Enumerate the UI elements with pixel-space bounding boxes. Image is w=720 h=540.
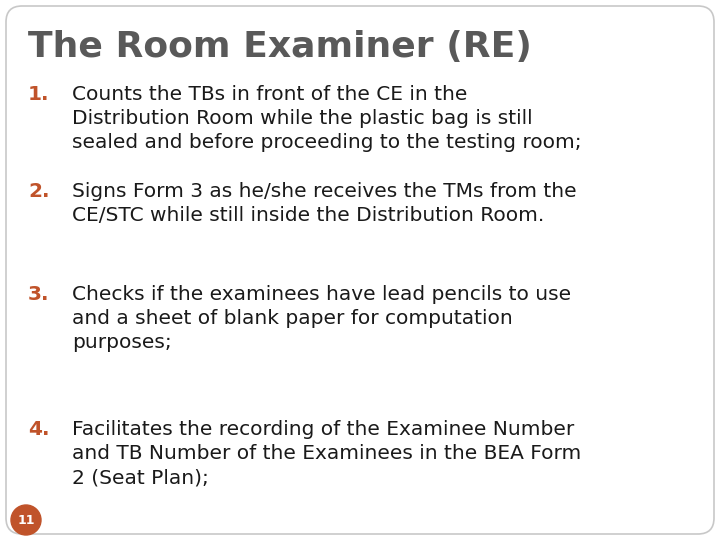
Text: Checks if the examinees have lead pencils to use
and a sheet of blank paper for : Checks if the examinees have lead pencil… — [72, 285, 571, 353]
Circle shape — [11, 505, 41, 535]
Text: 2.: 2. — [28, 182, 50, 201]
Text: 11: 11 — [17, 514, 35, 526]
Text: 4.: 4. — [28, 420, 50, 439]
Text: Counts the TBs in front of the CE in the
Distribution Room while the plastic bag: Counts the TBs in front of the CE in the… — [72, 85, 582, 152]
Text: Facilitates the recording of the Examinee Number
and TB Number of the Examinees : Facilitates the recording of the Examine… — [72, 420, 581, 488]
Text: The Room Examiner (RE): The Room Examiner (RE) — [28, 30, 532, 64]
Text: 3.: 3. — [28, 285, 50, 304]
FancyBboxPatch shape — [6, 6, 714, 534]
Text: 1.: 1. — [28, 85, 50, 104]
Text: Signs Form 3 as he/she receives the TMs from the
CE/STC while still inside the D: Signs Form 3 as he/she receives the TMs … — [72, 182, 577, 225]
